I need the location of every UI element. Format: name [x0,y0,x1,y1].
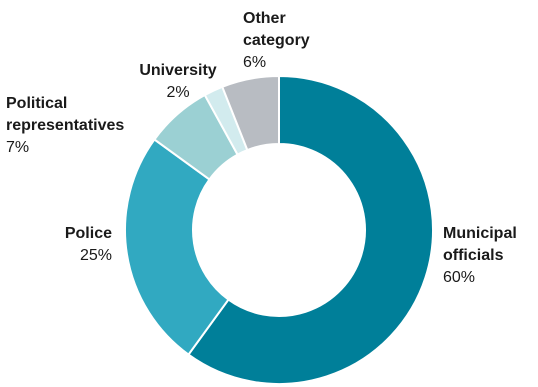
slice-name-line: University [139,62,216,79]
label-police: Police 25% [65,225,112,264]
slice-value-label: 60% [443,269,475,286]
slice-value-label: 6% [243,54,266,71]
slice-name-line: Police [65,225,112,242]
slice-police [124,138,230,356]
slice-name-line: Other [243,10,286,27]
slice-name-line: category [243,32,310,49]
label-political-representatives: Political representatives 7% [6,95,124,156]
slice-name-line: Municipal [443,225,517,242]
label-municipal-officials: Municipal officials 60% [443,225,517,286]
slice-value-label: 2% [166,84,189,101]
slice-name-line: representatives [6,117,124,134]
slice-value-label: 7% [6,139,29,156]
label-university: University 2% [139,62,216,101]
slice-other-category [221,74,280,152]
slice-municipal-officials [187,74,434,385]
label-other-category: Other category 6% [243,10,310,71]
slice-value-label: 25% [80,247,112,264]
slice-name-line: officials [443,247,504,264]
slice-name-line: Political [6,95,67,112]
